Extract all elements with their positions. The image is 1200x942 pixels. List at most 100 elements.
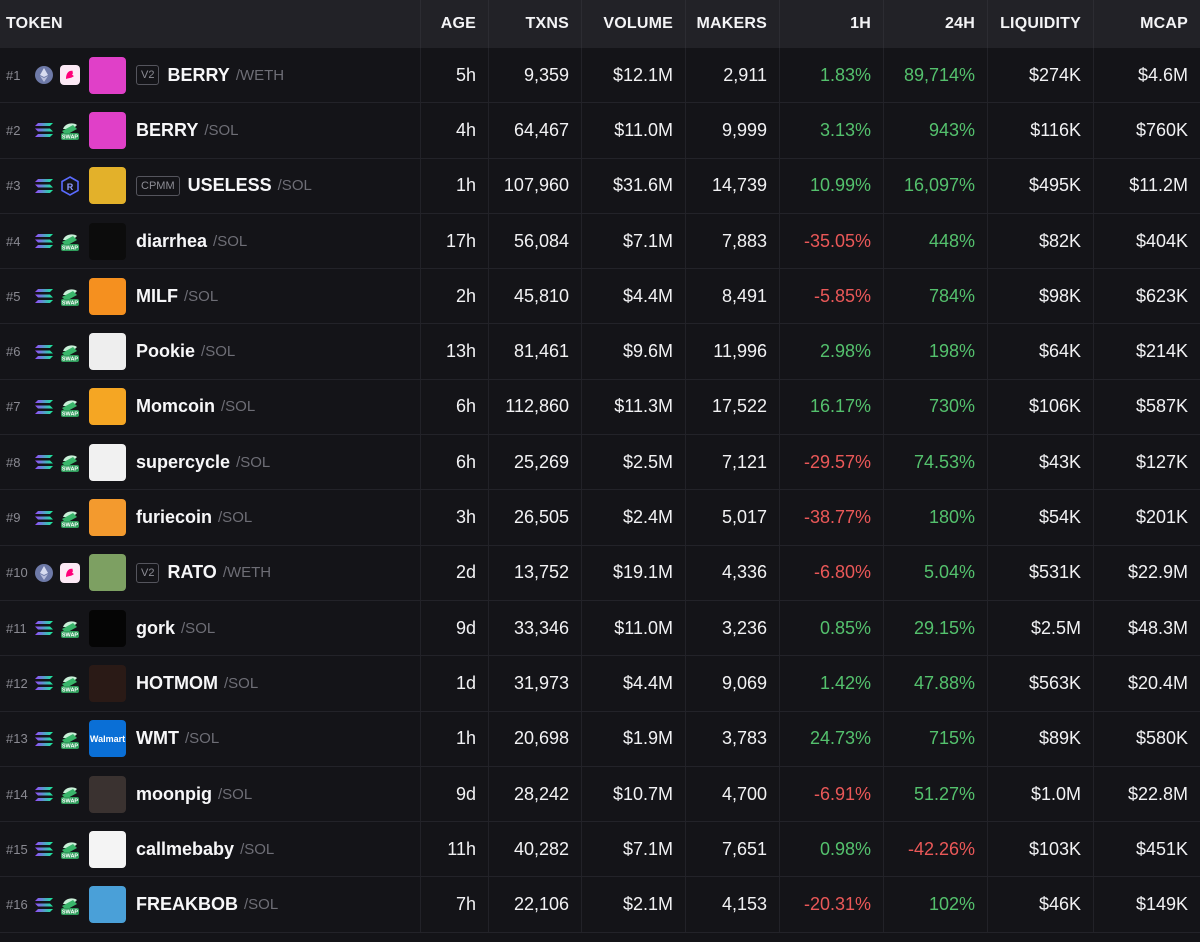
txns-cell: 13,752 [488, 545, 581, 600]
header-volume[interactable]: VOLUME [581, 0, 685, 48]
token-cell: #1 V2 BERRY /WETH [0, 48, 420, 102]
change-24h-cell: 5.04% [883, 545, 987, 600]
token-avatar [89, 167, 126, 205]
txns-cell: 64,467 [488, 103, 581, 158]
change-1h-cell: -20.31% [779, 877, 883, 932]
change-1h-cell: -5.85% [779, 269, 883, 324]
liquidity-cell: $274K [987, 48, 1093, 103]
change-24h-cell: 448% [883, 213, 987, 269]
token-cell: #13 SWAP Walmart WMT /SOL [0, 712, 420, 766]
header-liquidity[interactable]: LIQUIDITY [987, 0, 1093, 48]
table-row[interactable]: #12 SWAP HOTMOM /SOL 1d 31,973 $4.4M 9,0… [0, 656, 1200, 712]
swap-dex-icon: SWAP [59, 341, 81, 363]
token-avatar: Walmart [89, 720, 126, 758]
table-header: TOKEN AGE TXNS VOLUME MAKERS 1H 24H LIQU… [0, 0, 1200, 48]
table-row[interactable]: #9 SWAP furiecoin /SOL 3h 26,505 $2.4M 5… [0, 490, 1200, 546]
swap-dex-icon: SWAP [59, 451, 81, 473]
rank-label: #12 [6, 675, 28, 691]
pool-version-badge: CPMM [136, 175, 180, 196]
change-1h-cell: 1.83% [779, 48, 883, 103]
mcap-cell: $4.6M [1093, 48, 1200, 103]
swap-dex-icon: SWAP [59, 838, 81, 860]
token-cell: #5 SWAP MILF /SOL [0, 269, 420, 323]
makers-cell: 2,911 [685, 48, 779, 103]
ethereum-icon [34, 563, 54, 583]
solana-icon [34, 452, 54, 472]
token-symbol: gork [136, 617, 176, 638]
token-cell: #8 SWAP supercycle /SOL [0, 435, 420, 489]
table-row[interactable]: #1 V2 BERRY /WETH 5h 9,359 $12.1M 2,911 … [0, 48, 1200, 104]
header-24h[interactable]: 24H [883, 0, 987, 48]
quote-symbol: /SOL [240, 840, 275, 858]
rank-label: #2 [6, 122, 21, 138]
table-row[interactable]: #14 SWAP moonpig /SOL 9d 28,242 $10.7M 4… [0, 766, 1200, 823]
change-24h-cell: 47.88% [883, 656, 987, 711]
raydium-icon: R [59, 175, 81, 197]
mcap-cell: $587K [1093, 379, 1200, 435]
token-avatar [89, 554, 126, 592]
age-cell: 6h [420, 379, 488, 435]
age-cell: 2h [420, 269, 488, 324]
table-row[interactable]: #10 V2 RATO /WETH 2d 13,752 $19.1M 4,336… [0, 545, 1200, 601]
token-symbol: furiecoin [136, 507, 213, 528]
token-symbol: BERRY [136, 119, 199, 140]
header-mcap[interactable]: MCAP [1093, 0, 1200, 48]
txns-cell: 81,461 [488, 324, 581, 379]
header-token[interactable]: TOKEN [6, 15, 63, 32]
table-row[interactable]: #7 SWAP Momcoin /SOL 6h 112,860 $11.3M 1… [0, 379, 1200, 436]
liquidity-cell: $46K [987, 877, 1093, 932]
solana-icon [34, 895, 54, 915]
quote-symbol: /SOL [236, 453, 271, 471]
liquidity-cell: $98K [987, 269, 1093, 324]
mcap-cell: $127K [1093, 435, 1200, 490]
table-row[interactable]: #4 SWAP diarrhea /SOL 17h 56,084 $7.1M 7… [0, 213, 1200, 270]
table-row[interactable]: #2 SWAP BERRY /SOL 4h 64,467 $11.0M 9,99… [0, 103, 1200, 159]
table-row[interactable]: #3 R CPMM USELESS /SOL 1h 107,960 $31.6M… [0, 158, 1200, 214]
header-makers[interactable]: MAKERS [685, 0, 779, 48]
txns-cell: 112,860 [488, 379, 581, 435]
svg-text:SWAP: SWAP [62, 301, 79, 307]
header-1h[interactable]: 1H [779, 0, 883, 48]
table-body: #1 V2 BERRY /WETH 5h 9,359 $12.1M 2,911 … [0, 48, 1200, 933]
token-cell: #6 SWAP Pookie /SOL [0, 324, 420, 378]
svg-text:SWAP: SWAP [62, 135, 79, 141]
rank-label: #16 [6, 897, 28, 913]
token-avatar [89, 111, 126, 149]
rank-label: #5 [6, 288, 21, 304]
mcap-cell: $404K [1093, 213, 1200, 269]
liquidity-cell: $106K [987, 379, 1093, 435]
mcap-cell: $149K [1093, 877, 1200, 932]
age-cell: 1h [420, 158, 488, 213]
swap-dex-icon: SWAP [59, 230, 81, 252]
token-symbol: supercycle [136, 451, 231, 472]
solana-icon [34, 508, 54, 528]
swap-dex-icon: SWAP [59, 507, 81, 529]
table-row[interactable]: #11 SWAP gork /SOL 9d 33,346 $11.0M 3,23… [0, 600, 1200, 657]
age-cell: 17h [420, 213, 488, 269]
header-txns[interactable]: TXNS [488, 0, 581, 48]
table-row[interactable]: #15 SWAP callmebaby /SOL 11h 40,282 $7.1… [0, 822, 1200, 878]
age-cell: 1h [420, 711, 488, 766]
quote-symbol: /SOL [244, 896, 279, 914]
change-24h-cell: 198% [883, 324, 987, 379]
change-24h-cell: 74.53% [883, 435, 987, 490]
token-avatar [89, 609, 126, 647]
quote-symbol: /SOL [223, 674, 259, 692]
token-symbol: BERRY [167, 64, 230, 85]
token-avatar [89, 56, 126, 94]
liquidity-cell: $2.5M [987, 600, 1093, 656]
header-age[interactable]: AGE [420, 0, 488, 48]
token-symbol: RATO [167, 562, 217, 583]
liquidity-cell: $89K [987, 711, 1093, 766]
svg-text:SWAP: SWAP [62, 688, 79, 694]
age-cell: 9d [420, 600, 488, 656]
solana-icon [34, 342, 54, 362]
table-row[interactable]: #16 SWAP FREAKBOB /SOL 7h 22,106 $2.1M 4… [0, 877, 1200, 933]
table-row[interactable]: #6 SWAP Pookie /SOL 13h 81,461 $9.6M 11,… [0, 324, 1200, 380]
age-cell: 13h [420, 324, 488, 379]
swap-dex-icon: SWAP [59, 672, 81, 694]
table-row[interactable]: #8 SWAP supercycle /SOL 6h 25,269 $2.5M … [0, 435, 1200, 491]
table-row[interactable]: #5 SWAP MILF /SOL 2h 45,810 $4.4M 8,491 … [0, 269, 1200, 325]
table-row[interactable]: #13 SWAP Walmart WMT /SOL 1h 20,698 $1.9… [0, 711, 1200, 767]
